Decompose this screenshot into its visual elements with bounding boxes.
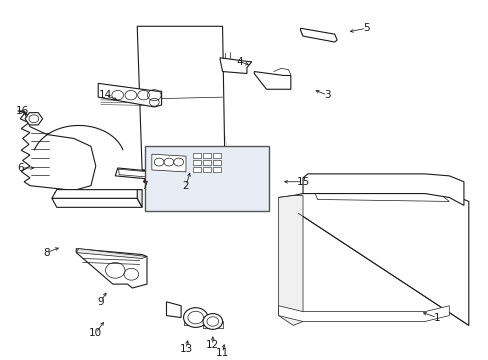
- Polygon shape: [303, 174, 463, 205]
- Polygon shape: [115, 168, 159, 180]
- Bar: [203, 167, 210, 172]
- Circle shape: [203, 314, 222, 329]
- Text: 11: 11: [216, 348, 229, 358]
- Polygon shape: [137, 190, 142, 207]
- Circle shape: [163, 158, 173, 166]
- Text: 5: 5: [363, 23, 369, 33]
- Bar: [193, 153, 201, 158]
- Bar: [212, 161, 220, 165]
- Bar: [193, 161, 201, 165]
- Polygon shape: [278, 195, 303, 325]
- Circle shape: [183, 308, 207, 327]
- Polygon shape: [76, 249, 147, 288]
- Bar: [203, 153, 210, 158]
- Bar: [212, 153, 220, 158]
- Text: 2: 2: [183, 181, 189, 191]
- Polygon shape: [25, 113, 42, 125]
- Polygon shape: [278, 306, 448, 321]
- Text: 15: 15: [296, 177, 309, 187]
- Bar: [212, 167, 220, 172]
- Polygon shape: [166, 302, 181, 318]
- Text: 8: 8: [43, 248, 50, 258]
- Text: 12: 12: [206, 340, 219, 350]
- Text: 4: 4: [236, 57, 243, 67]
- Text: 14: 14: [99, 90, 112, 100]
- Text: 3: 3: [324, 90, 330, 100]
- Polygon shape: [300, 28, 336, 42]
- Bar: [203, 161, 210, 165]
- Polygon shape: [254, 72, 290, 89]
- Circle shape: [154, 158, 163, 166]
- Polygon shape: [152, 154, 185, 172]
- Polygon shape: [98, 84, 161, 107]
- Bar: [193, 167, 201, 172]
- Circle shape: [173, 158, 183, 166]
- Polygon shape: [278, 190, 468, 325]
- Text: 16: 16: [16, 106, 29, 116]
- Text: 9: 9: [97, 297, 104, 307]
- Text: 7: 7: [141, 181, 147, 191]
- FancyBboxPatch shape: [144, 146, 268, 211]
- Polygon shape: [137, 26, 224, 170]
- Polygon shape: [18, 111, 96, 190]
- Polygon shape: [76, 249, 147, 258]
- Text: 13: 13: [179, 344, 192, 354]
- Text: 6: 6: [17, 163, 23, 173]
- Text: 10: 10: [89, 328, 102, 338]
- Polygon shape: [52, 190, 142, 198]
- Text: 1: 1: [433, 312, 440, 323]
- Polygon shape: [220, 58, 251, 73]
- Polygon shape: [52, 198, 142, 207]
